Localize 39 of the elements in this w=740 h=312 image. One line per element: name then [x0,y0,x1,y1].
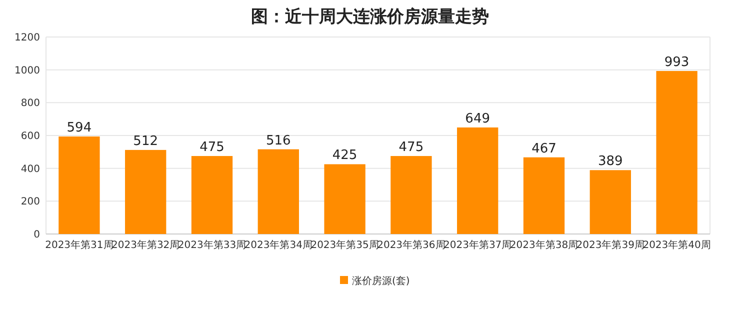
data-label: 516 [266,133,291,148]
chart-title: 图：近十周大连涨价房源量走势 [251,7,489,27]
data-label: 512 [133,134,158,149]
x-tick-label: 2023年第35周 [310,239,379,251]
bar [457,127,498,234]
legend-label: 涨价房源(套) [352,275,410,287]
y-tick-label: 1200 [14,32,40,44]
y-tick-label: 400 [20,164,40,175]
bar [58,136,100,234]
y-tick-label: 800 [20,98,40,110]
x-tick-label: 2023年第37周 [444,239,512,251]
x-tick-label: 2023年第38周 [510,239,578,251]
data-label: 389 [598,154,623,170]
x-tick-label: 2023年第33周 [178,239,246,251]
bar [390,156,432,234]
data-label: 475 [200,140,224,156]
data-label: 425 [332,148,358,164]
x-tick-label: 2023年第40周 [642,239,711,251]
data-label: 475 [398,140,424,156]
x-tick-label: 2023年第34周 [244,239,312,251]
bar [590,170,631,234]
x-tick-label: 2023年第39周 [576,239,644,251]
y-tick-label: 600 [20,131,40,142]
x-tick-label: 2023年第31周 [45,239,114,251]
x-tick-label: 2023年第36周 [377,239,446,251]
data-label: 467 [532,141,556,156]
y-tick-label: 0 [34,230,40,240]
y-tick-label: 1000 [14,65,40,76]
data-label: 594 [66,120,92,136]
bar [656,70,698,234]
data-label: 993 [664,54,690,70]
data-label: 649 [465,111,490,126]
y-tick-label: 200 [20,196,40,208]
bar [191,156,233,234]
x-tick-label: 2023年第32周 [112,239,180,251]
bar [523,157,565,234]
bar [324,164,366,234]
bar [258,149,299,234]
bar [125,150,166,234]
